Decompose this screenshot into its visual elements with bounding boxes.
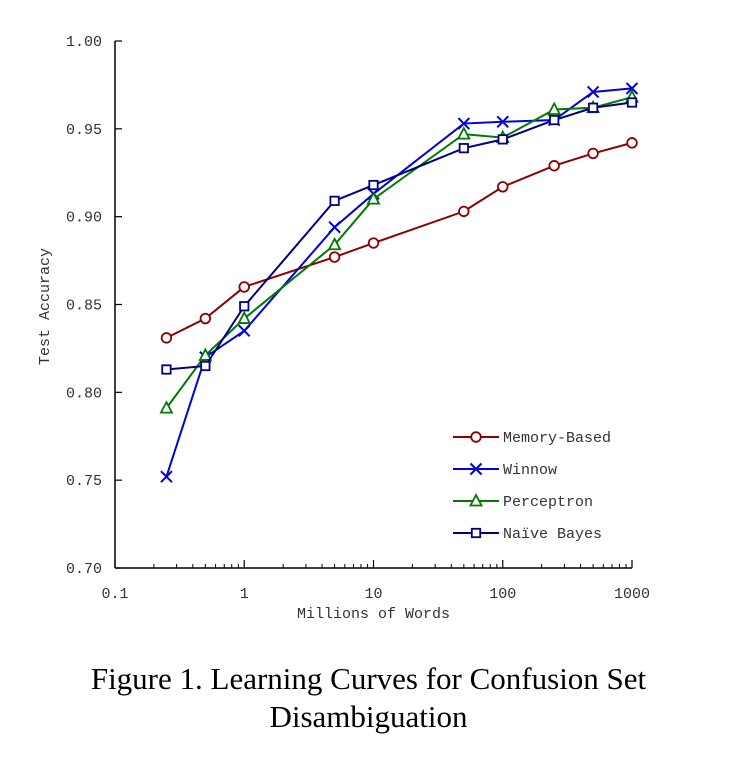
series-line-perceptron: [165, 96, 633, 409]
data-point-perceptron: [327, 236, 342, 251]
marker-stroke: [469, 462, 483, 476]
data-point-perceptron: [547, 101, 562, 115]
series-na-ve-bayes: [161, 97, 638, 375]
data-point-na-ve-bayes: [458, 143, 469, 154]
data-point-memory-based: [497, 181, 509, 193]
data-point-memory-based: [199, 312, 212, 325]
legend-item-memory-based: Memory-Based: [453, 430, 611, 447]
marker-stroke: [238, 324, 251, 338]
legend-marker: [469, 493, 483, 507]
legend-marker: [470, 527, 482, 539]
series-perceptron: [159, 89, 639, 414]
legend-label: Memory-Based: [503, 430, 611, 447]
data-point-memory-based: [328, 251, 341, 263]
data-point-memory-based: [367, 237, 380, 249]
data-point-memory-based: [587, 147, 599, 160]
x-axis-title: Millions of Words: [297, 606, 450, 623]
data-point-winnow: [457, 117, 471, 130]
series-memory-based: [160, 137, 638, 344]
marker-stroke: [625, 82, 639, 95]
data-point-winnow: [625, 82, 639, 95]
data-point-na-ve-bayes: [200, 360, 211, 372]
y-axis-title: Test Accuracy: [37, 248, 54, 365]
marker-stroke: [160, 470, 173, 483]
learning-curves-chart: 0.70 0.75 0.80 0.85 0.90 0.95 1.00 0.1 1 10 100 100…: [37, 34, 650, 623]
y-tick-label: 1.00: [66, 34, 102, 51]
marker-stroke: [586, 85, 600, 99]
data-point-winnow: [328, 220, 341, 234]
series-line-memory-based: [165, 141, 633, 339]
legend-marker: [470, 431, 482, 443]
marker-stroke: [457, 117, 471, 130]
data-point-memory-based: [626, 137, 638, 149]
data-point-winnow: [586, 85, 600, 99]
series-line-na-ve-bayes: [166, 101, 633, 371]
marker-stroke: [496, 115, 509, 129]
data-point-na-ve-bayes: [587, 102, 599, 113]
chart-series: [159, 82, 639, 483]
data-point-memory-based: [548, 160, 560, 172]
data-point-na-ve-bayes: [497, 134, 508, 145]
data-point-perceptron: [237, 310, 252, 324]
series-winnow: [160, 82, 639, 483]
x-tick-label: 1000: [614, 586, 650, 603]
data-point-na-ve-bayes: [626, 97, 638, 108]
y-tick-label: 0.80: [66, 385, 102, 402]
x-tick-label: 100: [489, 586, 516, 603]
data-point-winnow: [496, 115, 509, 129]
figure-caption: Figure 1. Learning Curves for Confusion …: [0, 660, 737, 736]
data-point-perceptron: [198, 347, 213, 361]
data-point-winnow: [160, 470, 173, 483]
y-tick-label: 0.95: [66, 122, 102, 139]
y-tick-label: 0.70: [66, 561, 102, 578]
data-point-na-ve-bayes: [239, 301, 250, 312]
legend-label: Perceptron: [503, 494, 593, 511]
legend-label: Naïve Bayes: [503, 526, 602, 543]
x-tick-label: 1: [240, 586, 249, 603]
data-point-na-ve-bayes: [161, 364, 172, 375]
legend-item-perceptron: Perceptron: [453, 493, 593, 511]
data-point-winnow: [238, 324, 251, 338]
y-tick-label: 0.75: [66, 473, 102, 490]
data-point-perceptron: [366, 191, 381, 205]
series-line-winnow: [165, 87, 633, 477]
legend-item-na-ve-bayes: Naïve Bayes: [453, 526, 602, 543]
x-tick-label: 0.1: [101, 586, 128, 603]
data-point-na-ve-bayes: [368, 179, 379, 191]
legend-marker: [469, 462, 483, 476]
chart-axes: 0.70 0.75 0.80 0.85 0.90 0.95 1.00 0.1 1 10 100 100…: [37, 34, 650, 623]
legend-item-winnow: Winnow: [453, 462, 557, 479]
data-point-na-ve-bayes: [549, 114, 560, 126]
data-point-na-ve-bayes: [329, 195, 340, 206]
data-point-memory-based: [458, 205, 470, 218]
legend-label: Winnow: [503, 462, 557, 479]
caption-line-1: Figure 1. Learning Curves for Confusion …: [90, 661, 647, 696]
data-point-memory-based: [160, 332, 173, 344]
data-point-perceptron: [159, 400, 174, 414]
y-tick-label: 0.90: [66, 210, 102, 227]
caption-line-2: Disambiguation: [269, 699, 468, 734]
x-tick-label: 10: [364, 586, 382, 603]
marker-stroke: [328, 220, 341, 234]
y-tick-label: 0.85: [66, 298, 102, 315]
chart-legend: Memory-Based Winnow Perceptron Naïve Bayes: [453, 430, 611, 543]
data-point-memory-based: [238, 281, 250, 293]
data-point-perceptron: [456, 126, 471, 140]
